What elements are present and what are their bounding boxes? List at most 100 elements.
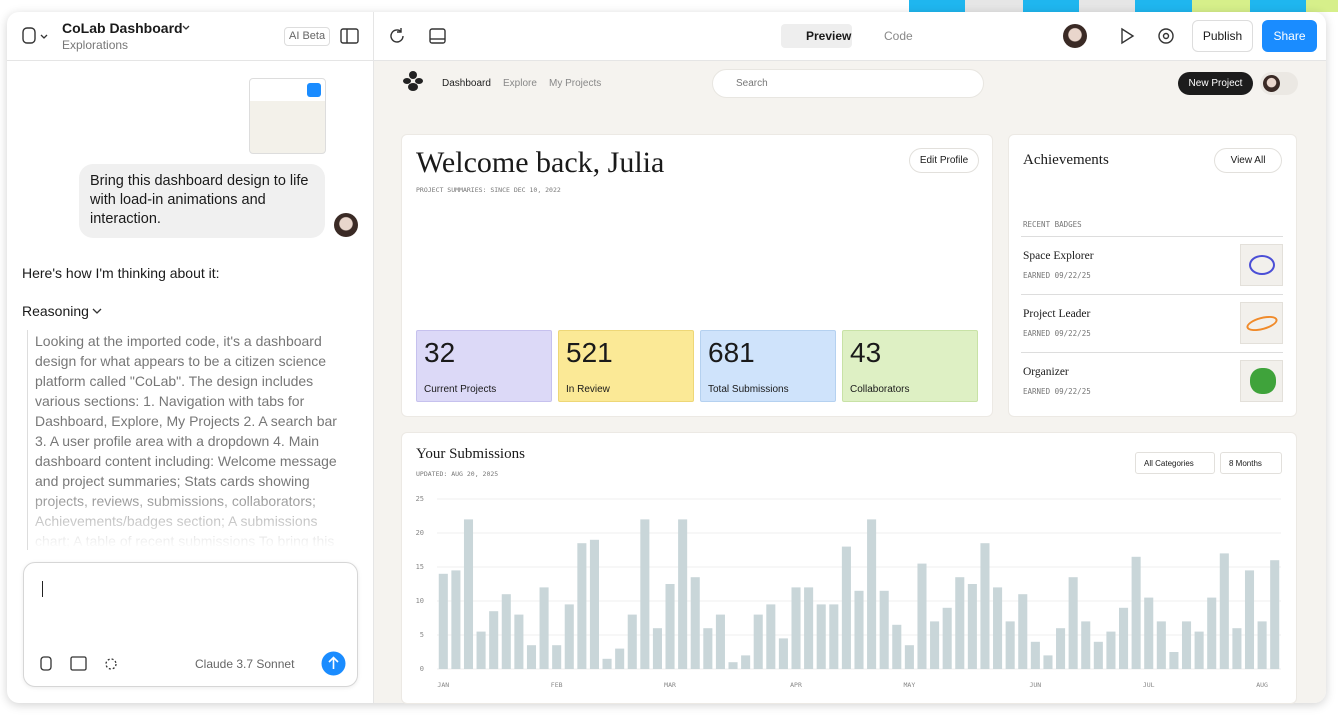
- bar: [930, 621, 940, 669]
- bar: [753, 614, 763, 669]
- divider: [373, 12, 374, 703]
- bar: [501, 594, 511, 669]
- run-settings[interactable]: [1118, 26, 1178, 46]
- edit-profile-button[interactable]: Edit Profile: [909, 148, 979, 173]
- figma-menu[interactable]: [22, 27, 52, 45]
- stat-value: 521: [566, 337, 613, 368]
- app-logo: [403, 71, 423, 91]
- chart-subtitle: UPDATED: AUG 20, 2025: [416, 470, 499, 478]
- bar: [841, 546, 851, 669]
- code-tab[interactable]: Code: [884, 29, 913, 43]
- bar: [1131, 556, 1141, 669]
- bar: [602, 658, 612, 669]
- view-all-button[interactable]: View All: [1214, 148, 1282, 173]
- avatar[interactable]: [1063, 24, 1087, 48]
- x-tick-label: JUL: [1143, 681, 1155, 689]
- panel-toggle[interactable]: [340, 27, 360, 45]
- badge-earned: EARNED 09/22/25: [1023, 387, 1091, 396]
- reasoning-toggle[interactable]: Reasoning: [22, 303, 89, 319]
- bar: [451, 570, 461, 669]
- dropdown-icon[interactable]: [181, 24, 191, 32]
- bar: [476, 631, 486, 669]
- new-project-button[interactable]: New Project: [1178, 72, 1253, 95]
- x-tick-label: MAR: [664, 681, 676, 689]
- thumbnail[interactable]: [249, 78, 326, 154]
- project-title[interactable]: CoLab Dashboard: [62, 20, 183, 36]
- bar: [1194, 631, 1204, 669]
- stat-label: Collaborators: [850, 384, 910, 395]
- send-button[interactable]: [321, 651, 346, 676]
- bar: [1144, 597, 1154, 669]
- category-filter[interactable]: All Categories: [1135, 452, 1215, 474]
- bar: [1257, 621, 1267, 669]
- y-tick-label: 0: [420, 665, 424, 673]
- bar: [552, 645, 562, 669]
- bar: [1169, 652, 1179, 669]
- profile-menu[interactable]: [1260, 72, 1298, 95]
- badge-earned: EARNED 09/22/25: [1023, 329, 1091, 338]
- bar: [1119, 607, 1129, 669]
- decoration: [909, 0, 1338, 12]
- bar: [665, 584, 675, 669]
- input-tools[interactable]: [38, 654, 128, 674]
- welcome-title: Welcome back, Julia: [416, 146, 665, 179]
- bar: [1056, 628, 1066, 669]
- bar: [615, 648, 625, 669]
- badge-name: Space Explorer: [1023, 250, 1094, 262]
- divider: [1021, 352, 1283, 353]
- welcome-subtitle: PROJECT SUMMARIES: SINCE DEC 10, 2022: [416, 186, 561, 194]
- nav-item[interactable]: Dashboard: [442, 78, 491, 89]
- nav-item[interactable]: Explore: [503, 78, 537, 89]
- range-filter[interactable]: 8 Months: [1220, 452, 1282, 474]
- user-message: Bring this dashboard design to life with…: [79, 164, 325, 238]
- badge-earned: EARNED 09/22/25: [1023, 271, 1091, 280]
- chart-title: Your Submissions: [416, 446, 525, 462]
- avatar: [334, 213, 358, 237]
- bar: [678, 519, 688, 669]
- preview-tab[interactable]: Preview: [781, 24, 852, 48]
- nav-item[interactable]: My Projects: [549, 78, 602, 89]
- bar: [766, 604, 776, 669]
- x-tick-label: MAY: [904, 681, 916, 689]
- bar: [942, 607, 952, 669]
- model-picker[interactable]: Claude 3.7 Sonnet: [195, 657, 295, 671]
- bar: [816, 604, 826, 669]
- bar: [867, 519, 877, 669]
- reasoning-rule: [27, 330, 28, 550]
- stat-card: 521 In Review: [558, 330, 694, 402]
- divider: [1021, 236, 1283, 237]
- chart: 0 5 10 15 20 25 JAN FEB MAR APR MAY JUN JUL AUG: [416, 495, 1281, 689]
- bar: [967, 584, 977, 669]
- y-tick-label: 15: [416, 563, 424, 571]
- bar: [703, 628, 713, 669]
- bar: [955, 577, 965, 669]
- share-button[interactable]: Share: [1262, 20, 1317, 52]
- achievements-title: Achievements: [1023, 152, 1109, 168]
- bar: [640, 519, 650, 669]
- bar: [463, 519, 474, 669]
- bar: [1030, 641, 1040, 669]
- search[interactable]: Search: [712, 69, 984, 98]
- toolbar-icons[interactable]: [388, 27, 450, 45]
- bar: [829, 604, 839, 669]
- publish-button[interactable]: Publish: [1192, 20, 1253, 52]
- bar: [917, 563, 927, 669]
- x-tick-label: FEB: [551, 681, 563, 689]
- chat-input[interactable]: [23, 562, 358, 687]
- badge-icon: [1240, 360, 1283, 402]
- x-tick-label: APR: [790, 681, 802, 689]
- y-tick-label: 5: [420, 631, 424, 639]
- bar: [627, 614, 637, 669]
- bar: [1081, 621, 1091, 669]
- stat-value: 32: [424, 337, 456, 368]
- y-tick-label: 20: [416, 529, 424, 537]
- bar: [489, 611, 499, 669]
- bar: [1232, 628, 1242, 669]
- bar: [652, 628, 662, 669]
- y-tick-label: 10: [416, 597, 424, 605]
- bar: [1018, 594, 1028, 669]
- badge-name: Project Leader: [1023, 308, 1091, 320]
- x-tick-label: AUG: [1256, 681, 1268, 689]
- bar: [904, 645, 914, 669]
